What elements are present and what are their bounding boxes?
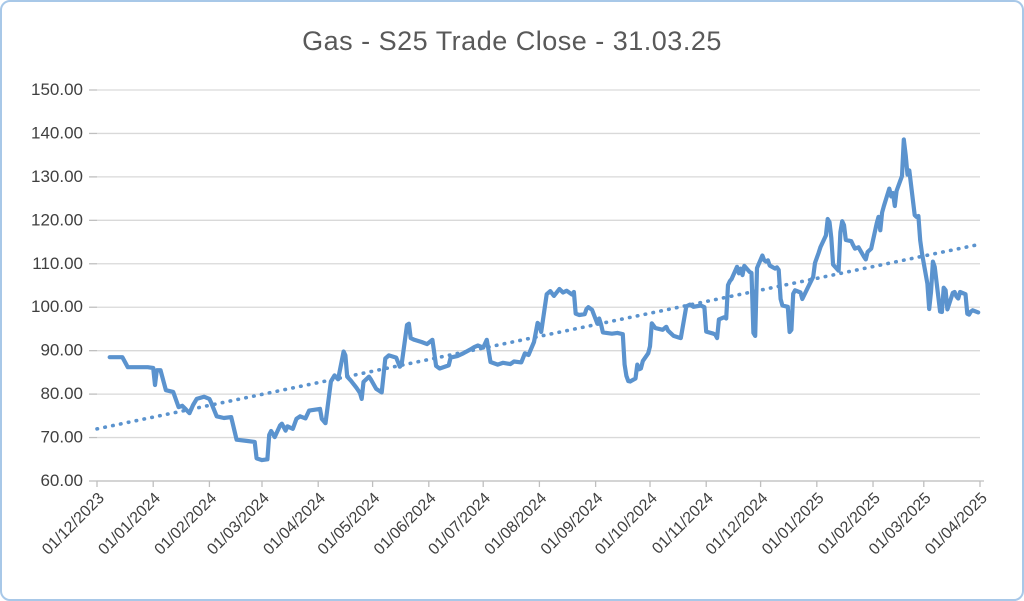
y-tick-label: 120.00 (31, 210, 83, 229)
chart-title: Gas - S25 Trade Close - 31.03.25 (302, 26, 722, 56)
y-tick-label: 100.00 (31, 297, 83, 316)
y-tick-label: 70.00 (40, 428, 83, 447)
y-axis-labels: 60.00 70.00 80.00 90.00 100.00 110.00 120.00 13… (31, 80, 83, 490)
price-series-line (107, 137, 981, 463)
y-tick-label: 60.00 (40, 471, 83, 490)
y-tick-label: 90.00 (40, 341, 83, 360)
y-tick-label: 80.00 (40, 384, 83, 403)
y-tick-label: 150.00 (31, 80, 83, 99)
trendline-dotted (95, 242, 982, 431)
y-axis-ticks (89, 89, 97, 482)
x-axis-labels: 01/12/202301/01/202401/02/202401/03/2024… (39, 490, 991, 559)
y-tick-label: 110.00 (32, 254, 83, 273)
gridlines (97, 89, 980, 482)
price-line (107, 137, 981, 463)
trendline (95, 242, 982, 431)
y-tick-label: 130.00 (31, 167, 83, 186)
x-axis (96, 480, 984, 487)
y-tick-label: 140.00 (31, 123, 83, 142)
